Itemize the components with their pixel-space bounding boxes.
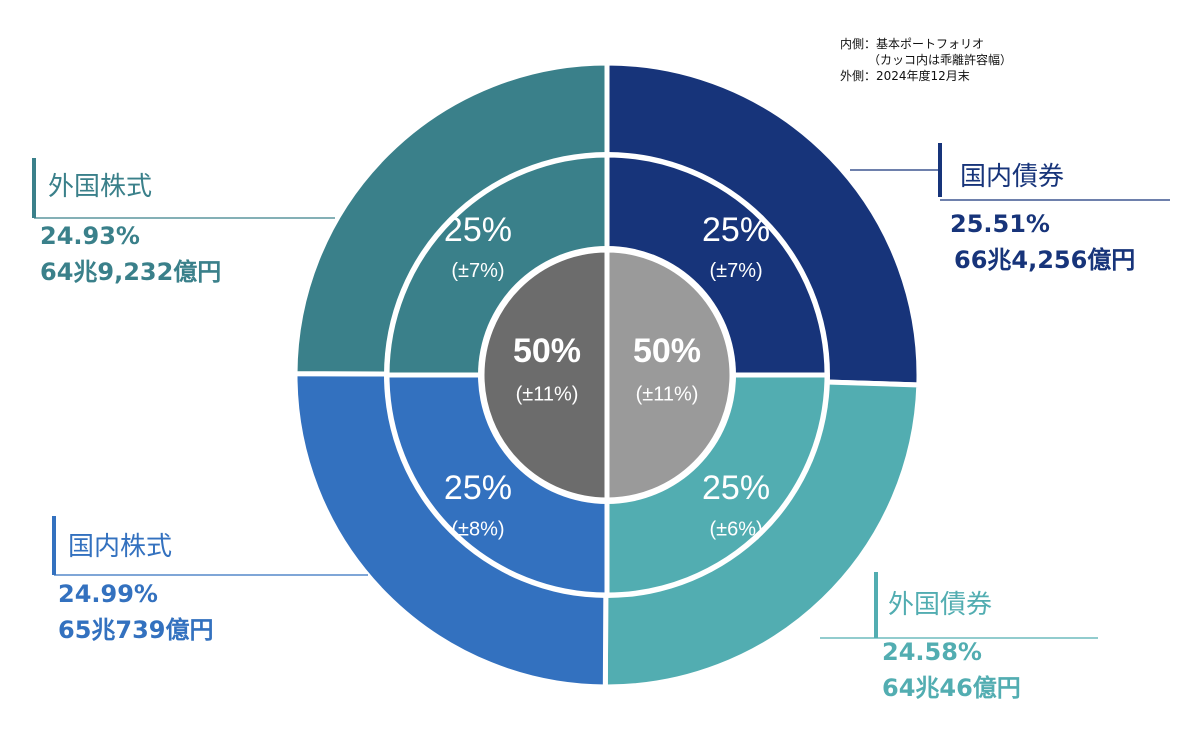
category-name: 外国債券 — [888, 590, 993, 620]
legend-note-inner: 内側：基本ポートフォリオ — [840, 37, 985, 51]
policy-percent-label: 25% — [702, 469, 770, 507]
policy-percent-label: 25% — [444, 469, 512, 507]
center-circle — [478, 246, 736, 504]
policy-tolerance-label: (±7%) — [451, 260, 504, 282]
category-name: 国内債券 — [960, 162, 1065, 192]
center-percent-label: 50% — [633, 332, 701, 370]
actual-amount: 66兆4,256億円 — [954, 246, 1136, 274]
center-tolerance-label: (±11%) — [516, 383, 579, 405]
center-tolerance-label: (±11%) — [636, 383, 699, 405]
category-name: 外国株式 — [48, 172, 153, 202]
actual-amount: 64兆9,232億円 — [40, 258, 222, 286]
ring-labels: 25% (±7%) 25% (±6%) 25% (±8%) 25% (±7%) 50% (±11%… — [444, 211, 770, 540]
label-domestic-bonds: 国内債券 25.51% 66兆4,256億円 — [950, 160, 1135, 278]
label-foreign-stocks: 外国株式 24.93% 64兆9,232億円 — [40, 170, 221, 290]
label-domestic-stocks: 国内株式 24.99% 65兆739億円 — [58, 530, 214, 648]
legend-note-inner-sub: （カッコ内は乖離許容幅） — [868, 53, 1013, 67]
actual-amount: 65兆739億円 — [58, 616, 214, 644]
actual-percent: 24.99% — [58, 580, 158, 608]
legend-note: 内側：基本ポートフォリオ （カッコ内は乖離許容幅） 外側：2024年度12月末 — [840, 36, 1012, 84]
center-half-right — [604, 247, 735, 503]
policy-tolerance-label: (±8%) — [451, 518, 504, 540]
policy-percent-label: 25% — [444, 211, 512, 249]
center-percent-label: 50% — [513, 332, 581, 370]
leader-lines — [32, 143, 1170, 639]
actual-percent: 24.93% — [40, 222, 140, 250]
label-foreign-bonds: 外国債券 24.58% 64兆46億円 — [882, 588, 1021, 706]
actual-amount: 64兆46億円 — [882, 674, 1021, 702]
center-half-left — [479, 247, 610, 503]
policy-tolerance-label: (±7%) — [709, 260, 762, 282]
policy-tolerance-label: (±6%) — [709, 518, 762, 540]
policy-percent-label: 25% — [702, 211, 770, 249]
actual-percent: 25.51% — [950, 210, 1050, 238]
actual-percent: 24.58% — [882, 638, 982, 666]
category-name: 国内株式 — [68, 532, 173, 562]
legend-note-outer: 外側：2024年度12月末 — [840, 69, 970, 83]
